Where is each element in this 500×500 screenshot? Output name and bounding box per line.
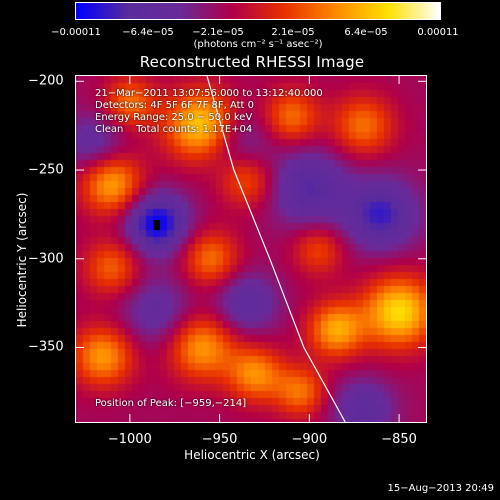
timestamp: 15−Aug−2013 20:49 — [387, 483, 494, 494]
y-axis-label: Heliocentric Y (arcsec) — [15, 192, 29, 328]
y-tick-label: −200 — [28, 73, 64, 89]
heatmap-plot — [75, 75, 427, 423]
colorbar-tick-label: −0.00011 — [51, 27, 101, 38]
colorbar-tick-label: 2.1e−05 — [271, 27, 315, 38]
y-tick-label: −300 — [28, 251, 64, 267]
colorbar-tick-label: −6.4e−05 — [122, 27, 174, 38]
colorbar-tick-label: −2.1e−05 — [192, 27, 244, 38]
heatmap-image — [76, 76, 426, 422]
colorbar — [75, 2, 441, 20]
colorbar-units: (photons cm⁻² s⁻¹ asec⁻²) — [193, 39, 323, 50]
x-tick-label: −850 — [381, 432, 417, 447]
colorbar-tick-label: 0.00011 — [417, 27, 459, 38]
annotation-clean-counts: Clean Total counts: 1.17E+04 — [95, 124, 253, 135]
annotation-detectors: Detectors: 4F 5F 6F 7F 8F, Att 0 — [95, 100, 255, 111]
annotation-energy-range: Energy Range: 25.0 − 50.0 keV — [95, 112, 253, 123]
plot-overlay — [76, 76, 426, 422]
x-tick-label: −1000 — [107, 432, 152, 447]
x-tick-label: −900 — [291, 432, 328, 447]
x-axis-label: Heliocentric X (arcsec) — [184, 448, 320, 462]
chart-title: Reconstructed RHESSI Image — [139, 53, 365, 71]
solar-limb-line — [206, 76, 346, 422]
x-tick-label: −950 — [201, 432, 238, 447]
y-tick-label: −250 — [28, 162, 64, 178]
annotation-peak-position: Position of Peak: [−959,−214] — [95, 398, 247, 409]
y-tick-label: −350 — [28, 339, 64, 355]
peak-marker — [153, 220, 160, 231]
annotation-time-range: 21−Mar−2011 13:07:56.000 to 13:12:40.000 — [95, 88, 323, 99]
colorbar-tick-label: 6.4e−05 — [344, 27, 388, 38]
